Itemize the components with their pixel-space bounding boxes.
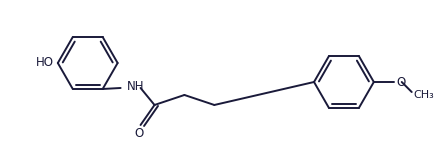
Text: O: O <box>397 75 406 88</box>
Text: CH₃: CH₃ <box>414 90 434 100</box>
Text: NH: NH <box>127 80 144 93</box>
Text: HO: HO <box>36 57 54 69</box>
Text: O: O <box>134 127 143 140</box>
